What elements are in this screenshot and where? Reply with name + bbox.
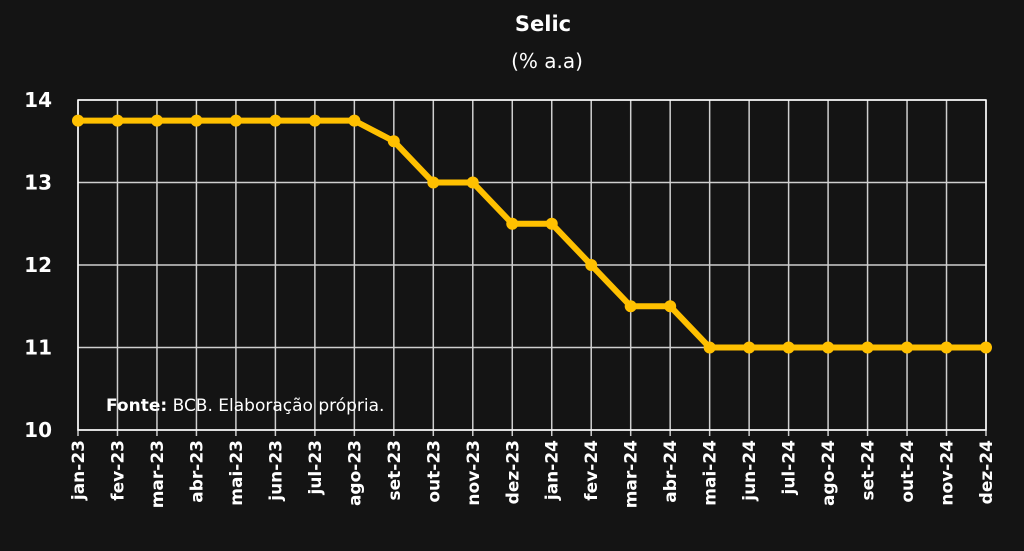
data-point — [111, 114, 124, 127]
data-point — [269, 114, 282, 127]
y-tick-label: 10 — [24, 418, 52, 442]
data-point — [743, 341, 756, 354]
data-point — [980, 341, 992, 354]
x-tick-label: nov-23 — [464, 440, 484, 506]
y-tick-label: 11 — [24, 336, 52, 360]
y-tick-label: 12 — [24, 253, 52, 277]
x-tick-label: dez-24 — [977, 440, 997, 504]
x-tick-label: jun-23 — [266, 440, 286, 502]
x-tick-label: set-23 — [385, 440, 405, 501]
series-line — [75, 117, 989, 351]
data-point — [150, 114, 163, 127]
x-tick-label: jan-23 — [69, 440, 89, 501]
y-axis: 14 13 12 11 10 — [24, 88, 52, 442]
source-label: Fonte: — [106, 396, 167, 416]
x-tick-label: fev-24 — [582, 440, 602, 501]
data-point — [782, 341, 795, 354]
data-point — [585, 259, 598, 271]
data-point — [190, 114, 203, 127]
x-tick-label: abr-24 — [661, 440, 681, 503]
data-point — [308, 114, 321, 127]
x-tick-label: mar-24 — [622, 440, 642, 508]
data-point — [940, 341, 953, 354]
grid — [77, 99, 987, 436]
x-tick-label: jul-23 — [306, 440, 326, 495]
x-tick-label: fev-23 — [108, 440, 128, 501]
x-tick-label: abr-23 — [187, 440, 207, 503]
x-tick-label: jul-24 — [780, 440, 800, 496]
source-note: Fonte: BCB. Elaboração própria. — [106, 396, 384, 416]
source-text: BCB. Elaboração própria. — [167, 396, 384, 416]
data-point — [229, 114, 242, 127]
data-point — [703, 341, 716, 354]
data-point — [506, 217, 519, 230]
x-tick-label: out-24 — [898, 440, 918, 503]
x-axis: jan-23 fev-23 mar-23 abr-23 mai-23 jun-23 jul-… — [69, 440, 997, 508]
x-tick-label: jun-24 — [740, 440, 760, 502]
x-tick-label: dez-23 — [503, 440, 523, 504]
data-point — [545, 217, 558, 230]
y-tick-label: 13 — [24, 171, 52, 195]
x-tick-label: out-23 — [424, 440, 444, 503]
chart-title: Selic — [515, 12, 571, 36]
data-point — [822, 341, 835, 354]
x-tick-label: jan-24 — [543, 440, 563, 501]
x-tick-label: mai-24 — [701, 440, 721, 506]
data-point — [348, 114, 361, 127]
data-point — [466, 176, 479, 189]
x-tick-label: mai-23 — [227, 440, 247, 506]
data-point — [72, 114, 84, 127]
y-tick-label: 14 — [24, 88, 52, 112]
data-point — [387, 135, 400, 148]
series-group — [72, 114, 992, 354]
data-point — [427, 176, 440, 189]
x-tick-label: ago-23 — [345, 440, 365, 506]
data-point — [624, 300, 637, 313]
plot-area — [77, 99, 987, 431]
x-tick-label: ago-24 — [819, 440, 839, 506]
data-point — [901, 341, 914, 354]
data-point — [664, 300, 677, 313]
data-point — [861, 341, 874, 354]
x-tick-label: nov-24 — [938, 440, 958, 506]
x-tick-label: mar-23 — [148, 440, 168, 508]
chart-subtitle: (% a.a) — [511, 49, 583, 73]
x-tick-label: set-24 — [859, 440, 879, 501]
